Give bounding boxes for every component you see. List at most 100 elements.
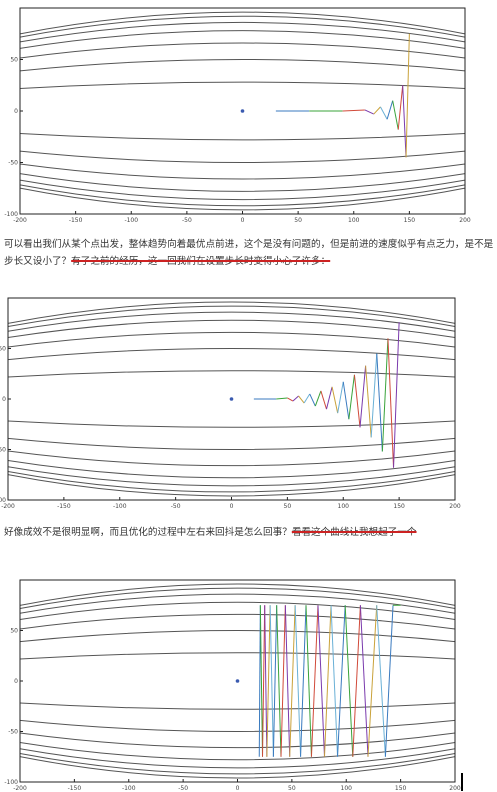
descent-path-segment <box>317 605 325 757</box>
contour-line <box>19 81 466 90</box>
x-tick-label: -150 <box>68 785 82 792</box>
y-tick-label: 0 <box>14 678 18 685</box>
x-tick-label: -100 <box>122 785 136 792</box>
descent-path-segment <box>280 605 286 757</box>
descent-path-segment <box>386 100 394 120</box>
descent-path-segment <box>405 33 410 158</box>
x-tick-label: 100 <box>341 785 353 792</box>
contour-line <box>19 173 466 192</box>
text-cursor <box>461 773 463 791</box>
y-tick-label: 50 <box>0 346 6 353</box>
descent-path-segment <box>269 605 274 757</box>
descent-path-segment <box>342 109 365 112</box>
contour-line <box>7 305 456 328</box>
contour-line <box>7 466 456 487</box>
contour-line <box>19 30 466 49</box>
contour-lines <box>19 11 466 211</box>
contour-line <box>7 450 456 467</box>
x-tick-label: -50 <box>178 785 188 792</box>
y-tick-label: 50 <box>10 57 18 64</box>
descent-path-segment <box>359 605 369 757</box>
contour-line <box>19 59 466 72</box>
x-tick-label: 0 <box>241 217 245 224</box>
contour-line <box>7 301 456 324</box>
contour-lines <box>7 301 456 497</box>
contour-line <box>7 331 456 348</box>
contour-line <box>19 601 456 621</box>
descent-path-segment <box>402 85 407 158</box>
contour-line <box>19 587 456 610</box>
contour-line <box>19 11 466 35</box>
descent-path-segment <box>298 395 305 404</box>
contour-line <box>19 593 456 614</box>
descent-path-segment <box>367 605 378 757</box>
descent-path-segment <box>393 322 400 468</box>
paragraph-1-text: 可以看出我们从某个点出发，整体趋势向着最优点前进，这个是没有问题的，但是前进的速… <box>4 239 494 267</box>
x-tick-label: -200 <box>13 217 27 224</box>
descent-path-segment <box>352 605 361 757</box>
descent-path-segment <box>353 374 361 428</box>
y-tick-label: 50 <box>10 628 18 635</box>
descent-path-segment <box>320 390 327 410</box>
contour-line <box>19 184 466 207</box>
x-tick-label: -50 <box>171 503 181 510</box>
descent-path-segment <box>365 365 372 438</box>
contour-line <box>19 179 466 201</box>
contour-line <box>19 21 466 43</box>
descent-path-segment <box>284 605 291 757</box>
contour-line <box>19 187 466 211</box>
descent-path-segment <box>387 338 395 468</box>
x-tick-label: 150 <box>404 217 416 224</box>
contour-line <box>7 437 456 450</box>
descent-path-segment <box>305 605 312 757</box>
contour-line <box>19 752 456 775</box>
y-tick-label: 0 <box>2 396 6 403</box>
plot-figure-3: -200 -150 -100 -50 0 50 100 150 200 -100 -50 0 50 <box>0 572 497 792</box>
x-tick-label: 200 <box>459 217 471 224</box>
x-tick-label: -150 <box>57 503 71 510</box>
contour-line <box>7 420 456 428</box>
contour-line <box>19 702 456 710</box>
descent-path-segment <box>262 605 266 757</box>
descent-path-segment <box>373 106 381 115</box>
descent-path-segment <box>294 605 302 757</box>
descent-path-segment <box>266 605 271 757</box>
descent-path-segment <box>310 605 319 757</box>
x-tick-label: -150 <box>69 217 83 224</box>
x-tick-label: 0 <box>236 785 240 792</box>
contour-line <box>7 319 456 339</box>
descent-path-segment <box>330 605 339 757</box>
paragraph-2-struck-text: 看看这个曲线让我想起了一个 <box>291 527 417 538</box>
contour-line <box>7 470 456 493</box>
descent-path-segment <box>348 374 355 420</box>
contour-line <box>19 15 466 38</box>
paragraph-2-text: 好像成效不是很明显啊，而且优化的过程中左右来回抖是怎么回事？ <box>4 527 292 538</box>
x-tick-label: 200 <box>449 785 461 792</box>
x-tick-label: -100 <box>113 503 127 510</box>
paragraph-1: 可以看出我们从某个点出发，整体趋势向着最优点前进，这个是没有问题的，但是前进的速… <box>4 236 494 270</box>
descent-path-segment <box>370 353 378 438</box>
paragraph-2: 好像成效不是很明显啊，而且优化的过程中左右来回抖是怎么回事？看看这个曲线让我想起… <box>4 524 494 541</box>
descent-path-segment <box>376 353 383 452</box>
descent-path-segment <box>364 109 374 115</box>
contour-line <box>19 652 456 660</box>
contour-line <box>19 163 466 180</box>
x-tick-label: 100 <box>348 217 360 224</box>
optimum-point <box>235 679 240 683</box>
contour-plot-3: -200 -150 -100 -50 0 50 100 150 200 -100 -50 0 50 <box>4 579 461 792</box>
descent-path-segment <box>384 605 394 757</box>
contour-line <box>7 348 456 361</box>
contour-line <box>7 311 456 332</box>
descent-path-segment <box>392 100 399 130</box>
x-tick-label: -100 <box>124 217 138 224</box>
contour-line <box>19 719 456 732</box>
plot-figure-1: -200 -150 -100 -50 0 50 100 150 200 -100 -50 0 50 <box>0 0 497 226</box>
contour-line <box>19 732 456 749</box>
descent-path-segment <box>300 605 307 757</box>
descent-path-segment <box>292 395 299 402</box>
x-tick-label: -50 <box>182 217 192 224</box>
descent-path-segment <box>276 397 288 400</box>
plot-figure-2: -200 -150 -100 -50 0 50 100 150 200 -100 -50 0 50 <box>0 290 497 512</box>
y-tick-label: -100 <box>4 211 18 218</box>
x-tick-label: -200 <box>1 503 15 510</box>
